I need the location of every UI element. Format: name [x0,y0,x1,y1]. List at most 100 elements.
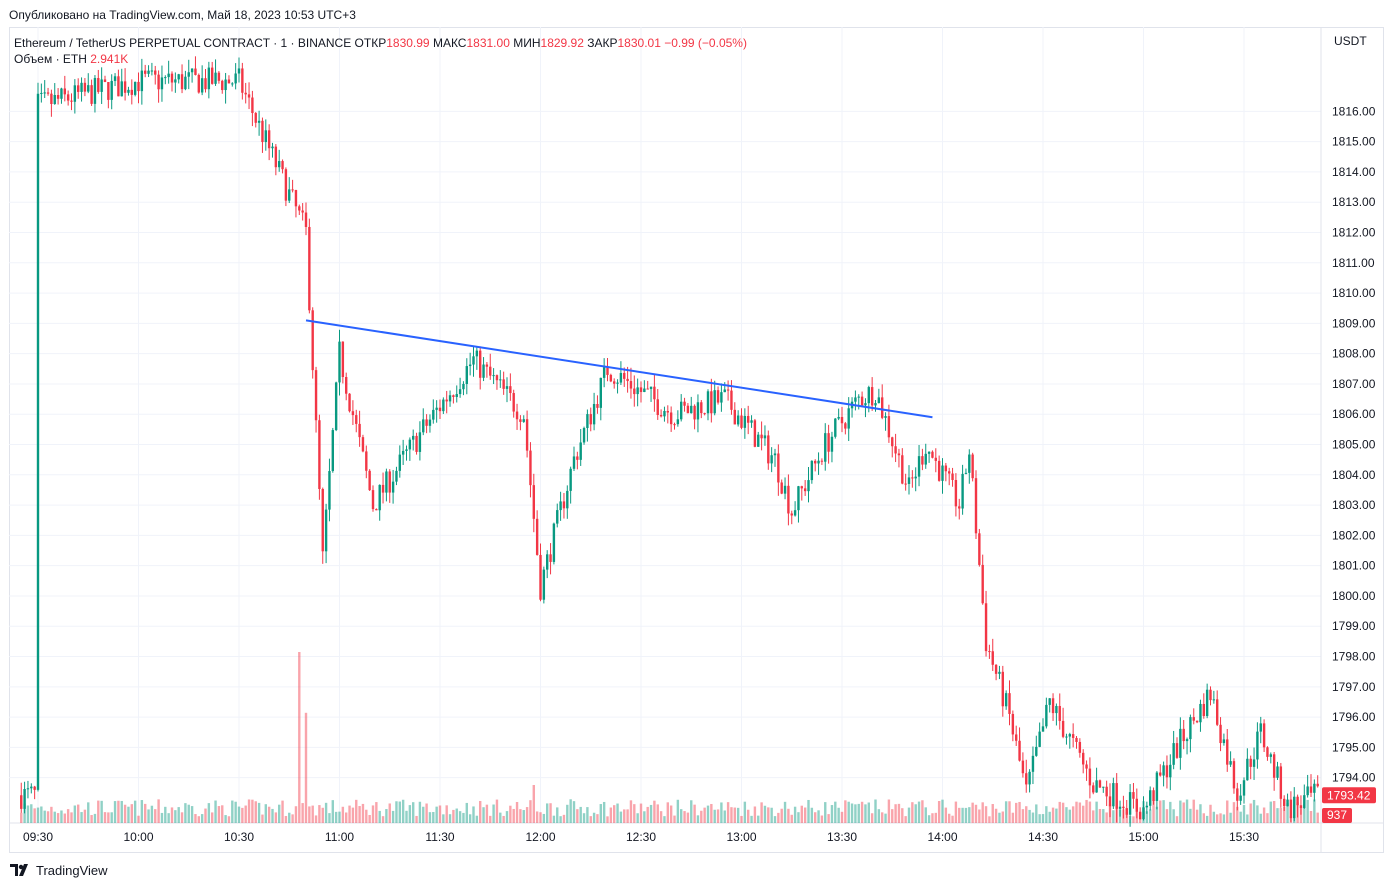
candle-body [271,146,274,149]
volume-bar [140,800,144,823]
candle-body [797,486,800,511]
volume-bar [887,799,891,823]
candle-body [391,481,395,493]
candle-body [726,389,730,391]
last-price-badge [1322,787,1376,804]
volume-bar [519,809,522,823]
volume-bar [1249,803,1252,823]
volume-bar [613,805,616,823]
volume-bar [1182,802,1185,823]
candle-body [633,388,636,395]
candle-body [505,386,509,389]
candle-body [904,483,907,485]
legend-volume-row: Объем · ETH 2.941K [14,51,747,67]
volume-bar [783,801,787,823]
candle-body [432,409,435,420]
volume-bar [1179,800,1182,823]
volume-bar [214,800,217,823]
volume-bar [780,808,783,823]
candle-body [1259,723,1262,732]
candle-body [254,113,257,123]
volume-bar [1276,808,1279,823]
price-tick-label: 1799.00 [1332,619,1376,633]
candle-body [552,523,556,562]
volume-bar [355,799,358,823]
volume-bar [401,799,405,823]
volume-bar [981,802,984,823]
candle-body [227,79,231,84]
candle-body [921,456,924,465]
candle-body [1051,698,1055,714]
volume-bar [375,802,378,823]
volume-bar [1132,816,1135,823]
candle-body [984,603,988,652]
volume-bar [646,806,649,823]
volume-bar [472,806,475,823]
volume-bar [877,809,881,823]
candle-body [237,68,241,74]
candle-body [1068,734,1071,737]
volume-bar [408,805,412,823]
volume-label[interactable]: Объем · ETH [14,52,87,66]
volume-bar [177,807,180,823]
volume-bar [602,801,606,823]
volume-bar [1001,811,1004,823]
volume-bar [1266,813,1269,823]
candle-body [448,395,452,402]
volume-bar [736,807,740,823]
volume-bar [341,806,345,823]
candle-body [1152,790,1155,801]
candle-body [1212,699,1216,701]
volume-bar [512,808,515,823]
price-tick-label: 1815.00 [1332,135,1376,149]
candle-body [1105,786,1108,797]
candles [20,56,1319,827]
candle-body [576,456,579,460]
volume-bar [445,805,448,823]
candle-body [244,92,247,95]
volume-bar [1048,811,1051,823]
candle-body [964,472,968,474]
volume-bar [200,814,204,823]
candle-body [251,97,254,114]
candle-body [43,92,46,94]
candle-body [1075,737,1078,742]
candle-body [515,411,519,420]
candle-body [730,390,733,410]
candle-body [914,476,917,479]
candle-body [663,410,666,417]
candle-body [324,509,328,552]
low-label: МИН [513,36,541,50]
volume-bar [1246,814,1249,823]
volume-bar [127,806,130,823]
volume-bar [994,808,998,823]
candle-body [422,419,425,433]
candle-body [556,510,559,524]
candle-body [107,82,110,100]
chart-canvas[interactable]: 1794.00 1795.00 1796.00 1797.00 1798.00 1799.… [9,27,1384,853]
candle-body [351,411,355,416]
candle-body [998,671,1001,674]
symbol-name[interactable]: Ethereum / TetherUS PERPETUAL CONTRACT ·… [14,36,352,50]
volume-bar [73,805,77,823]
candle-body [901,455,904,484]
volume-bar [931,813,934,823]
candle-body [1071,734,1075,738]
volume-bar [539,812,542,823]
candle-body [994,664,998,674]
volume-bar [1269,801,1272,823]
volume-bar [777,812,780,823]
volume-bar [807,799,810,823]
volume-bar [291,814,294,823]
candle-body [1135,798,1138,812]
footer-brand[interactable]: TradingView [10,860,108,880]
candle-body [1199,703,1202,723]
candle-body [834,418,837,437]
volume-bar [790,814,793,823]
candle-body [1256,731,1259,760]
candle-body [395,470,398,482]
volume-bar [616,803,619,823]
candle-body [519,419,522,422]
candle-body [703,413,706,415]
volume-bar [1232,802,1236,823]
